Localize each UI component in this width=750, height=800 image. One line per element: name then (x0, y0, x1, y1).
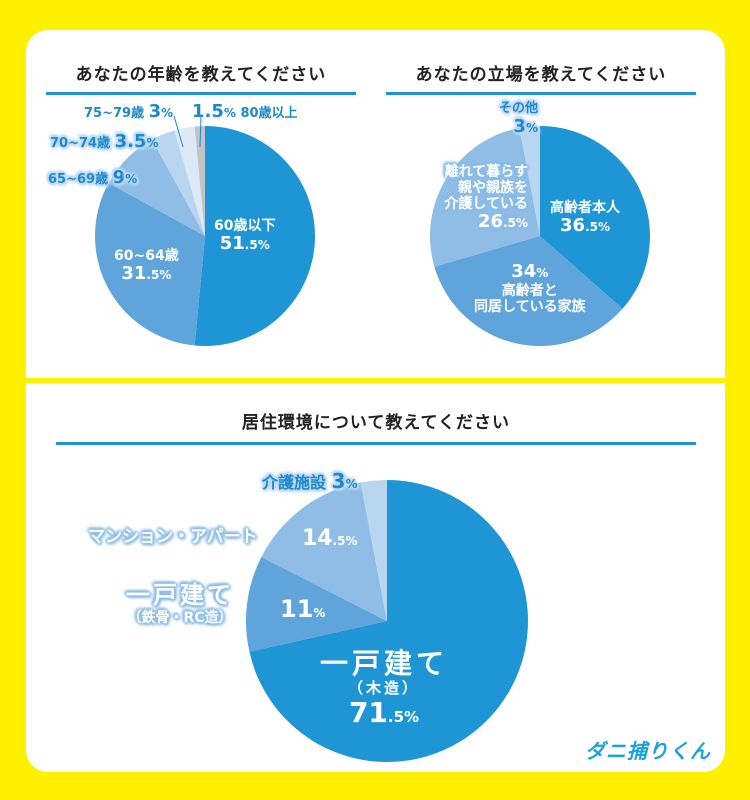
housing-care-name: 介護施設 (262, 473, 327, 492)
pie-slice (261, 482, 387, 621)
role-family-pct: % (536, 266, 549, 280)
role-self-name: 高齢者本人 (550, 200, 620, 216)
role-remote-int: 26 (478, 211, 504, 233)
housing-label-apartment: マンション・アパート (88, 527, 258, 548)
age-60-64-dec: .5% (146, 268, 172, 283)
role-self-int: 36 (560, 215, 586, 237)
pie-slice (434, 236, 623, 346)
age-label-under60: 60歳以下 51.5% (214, 218, 275, 255)
role-label-other: その他 3% (488, 101, 538, 138)
age-label-60-64: 60~64歳 31.5% (114, 248, 179, 285)
role-other-name: その他 (498, 101, 538, 116)
role-other-pct: % (525, 120, 538, 135)
age-under60-dec: .5% (244, 238, 270, 253)
age-65-69-name: 65~69歳 (48, 172, 109, 187)
brand-logo: ダニ捕りくん (585, 739, 711, 763)
housing-label-steel: 一戸建て （鉄骨・RC造） (126, 581, 234, 626)
age-80plus-name: 80歳以上 (240, 106, 298, 121)
housing-wooden-int: 71 (348, 696, 388, 730)
pie-slice (249, 480, 528, 762)
role-label-self: 高齢者本人 36.5% (550, 200, 620, 237)
role-remote-line2: 親や親族を (458, 180, 528, 197)
housing-care-val: 3 (331, 469, 346, 493)
role-title-rule (386, 92, 696, 95)
housing-title-rule (56, 442, 696, 445)
pie-slice (152, 130, 205, 236)
housing-apartment-name: マンション・アパート (88, 527, 258, 547)
housing-steel-val: 11 (280, 595, 314, 623)
housing-label-apartment-value: 14.5% (302, 526, 358, 551)
role-remote-dec: .5% (503, 216, 528, 231)
role-family-line2: 同居している家族 (474, 298, 586, 315)
role-remote-line3: 介護している (444, 196, 528, 213)
housing-apartment-dec: .5% (332, 534, 358, 548)
age-leader-lines (173, 115, 202, 148)
pie-slice (540, 126, 650, 309)
role-other-val: 3 (513, 115, 526, 137)
age-70-74-name: 70~74歳 (50, 136, 111, 151)
housing-care-pct: % (345, 477, 358, 491)
age-80plus-val: 1.5 (192, 101, 224, 122)
age-label-75-79: 75~79歳 3% (84, 101, 174, 123)
pie-slice (430, 127, 540, 267)
survey-card: あなたの年齢を教えてください 60歳以下 51.5% 60~64歳 31.5% … (26, 30, 725, 772)
housing-wooden-line2: （木造） (348, 679, 421, 698)
age-70-74-pct: % (146, 136, 159, 150)
housing-steel-pct: % (313, 606, 326, 620)
role-chart-title: あなたの立場を教えてください (415, 65, 667, 85)
role-family-line1: 高齢者と (501, 282, 558, 299)
age-80plus-pct: % (223, 106, 236, 120)
section-divider (26, 378, 725, 383)
role-pie-chart (430, 126, 650, 346)
housing-steel-line2: （鉄骨・RC造） (127, 609, 233, 626)
age-pie-chart (95, 126, 316, 347)
age-label-70-74: 70~74歳 3.5% (50, 131, 159, 153)
housing-label-steel-value: 11% (280, 595, 326, 624)
housing-wooden-line1: 一戸建て (320, 647, 449, 680)
housing-label-wooden: 一戸建て （木造） 71.5% (320, 647, 449, 730)
housing-apartment-int: 14 (302, 526, 333, 551)
housing-label-care-facility: 介護施設 3% (262, 470, 358, 493)
age-65-69-pct: % (125, 172, 138, 186)
pie-slice (108, 139, 205, 236)
pie-slice (194, 126, 205, 236)
age-60-64-int: 31 (121, 263, 147, 285)
age-75-79-val: 3 (148, 101, 162, 122)
age-label-65-69: 65~69歳 9% (48, 167, 138, 189)
housing-wooden-dec: .5% (387, 708, 420, 727)
age-65-69-val: 9 (112, 167, 126, 188)
age-chart-title: あなたの年齢を教えてください (75, 65, 327, 85)
pie-slice (194, 126, 316, 347)
age-under60-name: 60歳以下 (214, 218, 276, 234)
age-75-79-name: 75~79歳 (84, 106, 145, 121)
pie-slice (95, 183, 205, 346)
role-label-family: 34% 高齢者と 同居している家族 (474, 261, 586, 315)
pie-slice (519, 126, 540, 236)
role-family-val: 34 (511, 261, 537, 282)
housing-chart-title: 居住環境について教えてください (241, 413, 511, 433)
role-remote-line1: 離れて暮らす (444, 164, 528, 180)
age-70-74-val: 3.5 (114, 131, 147, 152)
age-label-80plus: 1.5% 80歳以上 (192, 101, 298, 123)
role-self-dec: .5% (585, 220, 610, 235)
housing-steel-line1: 一戸建て (126, 581, 234, 609)
housing-pie-chart (246, 480, 528, 762)
pie-slice (360, 480, 387, 621)
age-title-rule (46, 92, 356, 95)
age-60-64-name: 60~64歳 (114, 248, 179, 264)
age-under60-int: 51 (219, 233, 245, 255)
age-75-79-pct: % (161, 106, 174, 120)
role-label-remote-care: 離れて暮らす 親や親族を 介護している 26.5% (422, 164, 528, 233)
pie-slice (246, 556, 387, 652)
pie-slice (174, 126, 205, 236)
